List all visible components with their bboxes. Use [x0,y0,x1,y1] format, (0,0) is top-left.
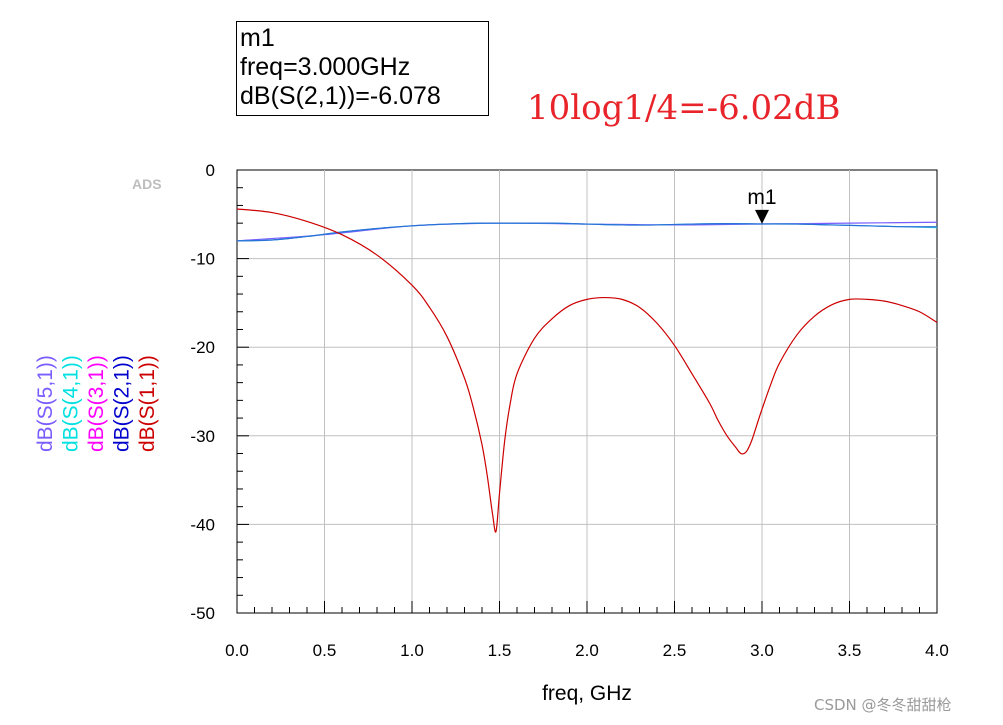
marker-m1-triangle [755,209,769,224]
legend-entry: dB(S(2,1)) [111,355,134,452]
y-tick-label: -20 [190,338,215,357]
ads-label: ADS [132,176,162,192]
tick-marks [236,169,938,614]
marker-name: m1 [240,24,275,52]
legend-entry: dB(S(3,1)) [85,355,108,452]
y-tick-label: -30 [190,427,215,446]
x-tick-label: 0.5 [313,641,337,660]
marker-value: dB(S(2,1))=-6.078 [240,82,441,110]
marker-freq: freq=3.000GHz [240,53,411,81]
y-tick-label: -10 [190,250,215,269]
grid [237,170,937,613]
x-tick-label: 1.5 [488,641,512,660]
legend-entry: dB(S(5,1)) [34,355,57,452]
legend-entry: dB(S(4,1)) [60,355,83,452]
x-tick-label: 4.0 [925,641,949,660]
x-tick-label: 2.0 [575,641,599,660]
annotation-formula: 10log1/4=-6.02dB [527,88,841,128]
watermark: CSDN @冬冬甜甜枪 [814,696,952,714]
x-axis-title: freq, GHz [542,682,632,705]
curves [236,208,938,533]
s11-curve [236,208,938,533]
legend-entry: dB(S(1,1)) [136,355,159,452]
y-tick-label: -50 [190,604,215,623]
markers: m1 [747,186,777,224]
s21-curve [236,222,938,242]
x-tick-label: 1.0 [400,641,424,660]
legend: dB(S(5,1)) dB(S(4,1)) dB(S(3,1)) dB(S(2,1))… [34,355,159,452]
marker-readout-box: m1 freq=3.000GHz dB(S(2,1))=-6.078 [236,21,489,116]
y-tick-label: -40 [190,515,215,534]
marker-m1-label: m1 [747,186,776,209]
x-tick-labels: 0.0 0.5 1.0 1.5 2.0 2.5 3.0 3.5 4.0 [225,641,949,660]
x-tick-label: 0.0 [225,641,249,660]
y-tick-labels: 0 -10 -20 -30 -40 -50 [190,161,215,623]
x-tick-label: 3.0 [750,641,774,660]
x-tick-label: 3.5 [838,641,862,660]
y-tick-label: 0 [206,161,215,180]
x-tick-label: 2.5 [663,641,687,660]
